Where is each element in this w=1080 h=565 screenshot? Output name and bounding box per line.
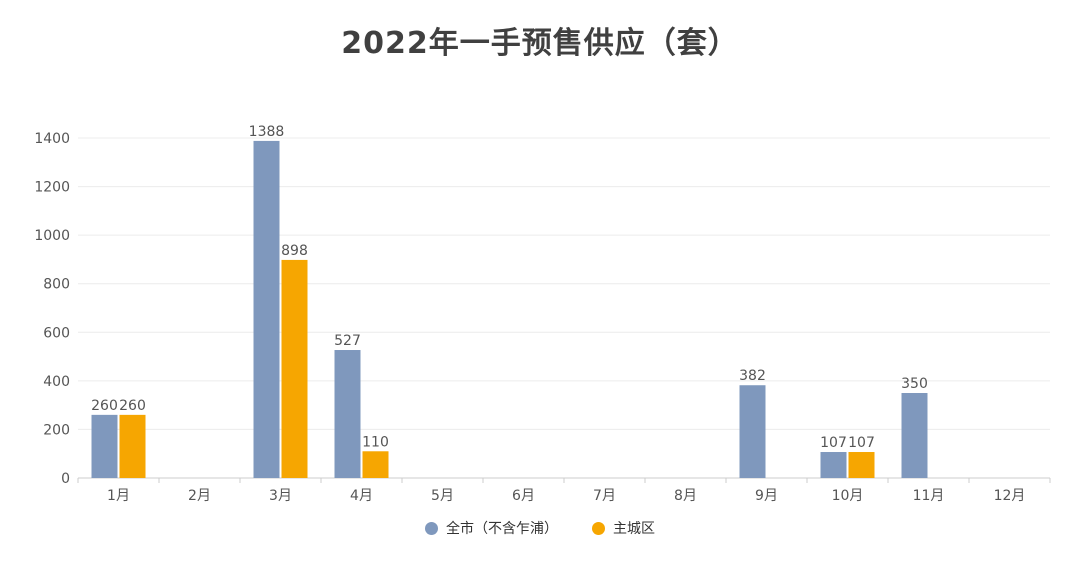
bar-citywide	[820, 452, 847, 478]
x-tick-label: 11月	[913, 488, 945, 504]
data-label: 110	[362, 434, 389, 450]
y-tick-label: 1200	[34, 180, 70, 196]
data-label: 527	[334, 333, 361, 349]
data-label: 350	[901, 376, 928, 392]
data-label: 260	[91, 398, 118, 414]
y-tick-label: 600	[43, 325, 70, 341]
bar-citywide	[901, 393, 928, 478]
bar-citywide	[334, 350, 361, 478]
y-tick-label: 1000	[34, 228, 70, 244]
bar-main-urban	[848, 452, 875, 478]
legend-swatch-main-urban	[592, 521, 605, 535]
x-tick-label: 5月	[431, 488, 454, 504]
bar-main-urban	[281, 259, 308, 478]
chart-title: 2022年一手预售供应（套）	[341, 26, 739, 61]
legend-label-main-urban: 主城区	[613, 521, 655, 537]
bar-main-urban	[362, 451, 389, 478]
x-tick-label: 12月	[994, 488, 1026, 504]
x-tick-label: 4月	[350, 488, 373, 504]
y-tick-label: 800	[43, 277, 70, 293]
x-tick-label: 8月	[674, 488, 697, 504]
bar-citywide	[253, 140, 280, 478]
bar-citywide	[739, 385, 766, 478]
y-tick-label: 200	[43, 422, 70, 438]
x-tick-label: 10月	[832, 488, 864, 504]
data-label: 260	[119, 398, 146, 414]
data-label: 898	[281, 243, 308, 259]
bar-main-urban	[119, 414, 146, 478]
data-label: 1388	[249, 124, 285, 140]
data-label: 382	[739, 368, 766, 384]
x-tick-label: 6月	[512, 488, 535, 504]
legend-item-main-urban[interactable]: 主城区	[592, 518, 655, 538]
x-tick-label: 1月	[107, 488, 130, 504]
legend-swatch-citywide	[425, 521, 438, 535]
y-tick-label: 1400	[34, 131, 70, 147]
x-tick-label: 3月	[269, 488, 292, 504]
y-tick-label: 400	[43, 374, 70, 390]
x-tick-label: 2月	[188, 488, 211, 504]
y-tick-label: 0	[61, 471, 70, 487]
legend-label-citywide: 全市（不含乍浦）	[446, 521, 558, 537]
x-tick-label: 9月	[755, 488, 778, 504]
data-label: 107	[848, 435, 875, 451]
bar-citywide	[91, 414, 118, 478]
legend: 全市（不含乍浦） 主城区	[0, 518, 1080, 538]
data-label: 107	[820, 435, 847, 451]
x-tick-label: 7月	[593, 488, 616, 504]
legend-item-citywide[interactable]: 全市（不含乍浦）	[425, 518, 558, 538]
